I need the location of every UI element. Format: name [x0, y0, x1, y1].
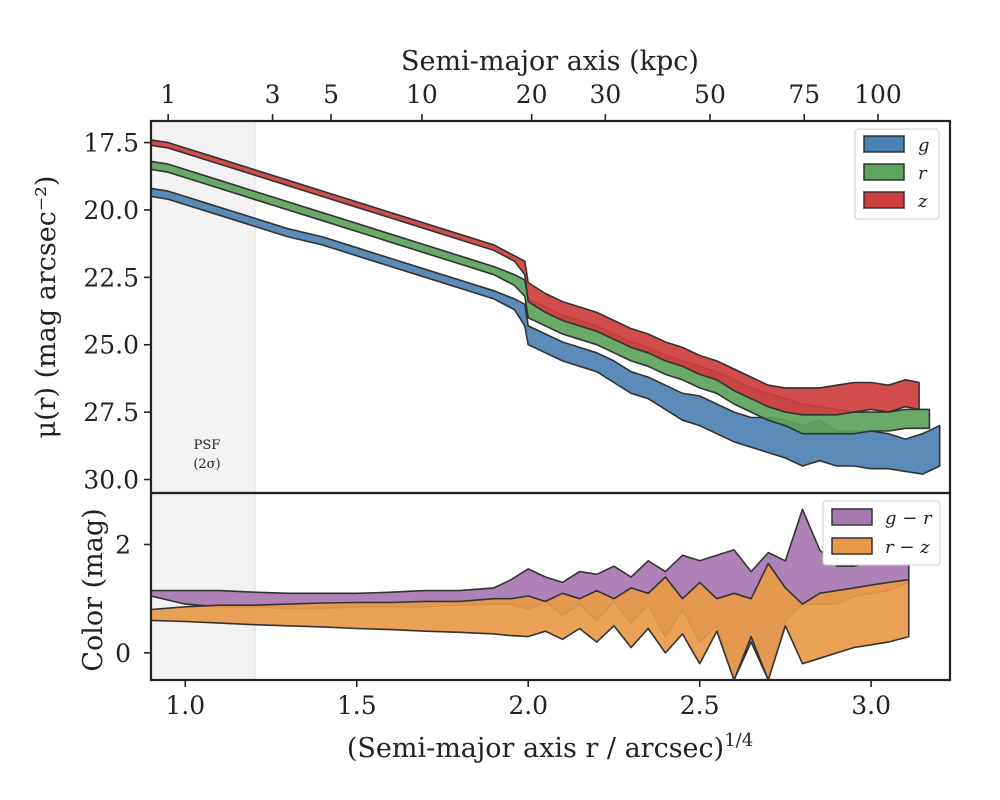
- x-tick-label: 1.5: [337, 691, 377, 720]
- top-x-tick-label: 3: [265, 80, 281, 109]
- y-tick-label-top: 27.5: [83, 398, 139, 427]
- top-axis-title: Semi-major axis (kpc): [401, 46, 699, 77]
- band-g: [151, 187, 941, 475]
- bottom-legend-swatch: [831, 537, 873, 555]
- band-z: [151, 139, 920, 416]
- top-x-tick-label: 10: [406, 80, 438, 109]
- y-axis-title-bottom: Color (mag): [78, 508, 109, 671]
- psf-label: PSF: [194, 438, 221, 453]
- y-tick-label-top: 20.0: [83, 196, 139, 225]
- top-x-tick-label: 1: [160, 80, 176, 109]
- bottom-legend-swatch: [831, 508, 873, 526]
- band-r-minus-z: [151, 562, 910, 680]
- x-tick-label: 2.0: [508, 691, 548, 720]
- x-tick-label: 3.0: [851, 691, 891, 720]
- y-tick-label-bottom: 2: [115, 530, 131, 559]
- bottom-legend-label: g − r: [885, 508, 933, 529]
- y-tick-label-top: 22.5: [83, 263, 139, 292]
- y-tick-label-bottom: 0: [115, 639, 131, 668]
- bottom-panel-frame: [149, 491, 952, 682]
- top-x-tick-label: 30: [589, 80, 621, 109]
- top-x-tick-label: 20: [516, 80, 548, 109]
- top-legend: grz: [854, 128, 940, 220]
- bottom-legend-label: r − z: [885, 537, 930, 558]
- psf-sigma-label: (2σ): [193, 457, 220, 472]
- top-legend-swatch: [863, 163, 905, 181]
- top-legend-swatch: [863, 135, 905, 153]
- top-x-tick-label: 50: [694, 80, 726, 109]
- top-x-tick-label: 100: [854, 80, 902, 109]
- top-legend-label: g: [918, 135, 930, 156]
- x-axis-title-main: (Semi-major axis r / arcsec): [347, 733, 724, 764]
- y-tick-label-top: 30.0: [83, 466, 139, 495]
- top-legend-label: r: [918, 163, 928, 184]
- top-x-tick-label: 5: [323, 80, 339, 109]
- y-axis-title-top: μ(r) (mag arcsec⁻²): [31, 176, 62, 439]
- x-tick-label: 2.5: [680, 691, 720, 720]
- axis-ticks: 17.5 20.0 22.5 25.0 27.5 30.0 0 2 1.0 1.5 2.0 2.5 3.…: [83, 80, 902, 720]
- x-axis-title: (Semi-major axis r / arcsec)1/4: [347, 730, 753, 764]
- psf-shade-bottom: [151, 493, 255, 680]
- top-legend-label: z: [917, 191, 928, 212]
- top-x-tick-label: 75: [788, 80, 820, 109]
- y-tick-label-top: 25.0: [83, 331, 139, 360]
- surface-brightness-bands: [151, 139, 941, 475]
- x-tick-label: 1.0: [165, 691, 205, 720]
- bottom-legend: g − r r − z: [822, 500, 941, 566]
- color-bands: [151, 508, 910, 680]
- top-legend-swatch: [863, 191, 905, 209]
- y-tick-label-top: 17.5: [83, 129, 139, 158]
- x-axis-title-superscript: 1/4: [724, 730, 753, 751]
